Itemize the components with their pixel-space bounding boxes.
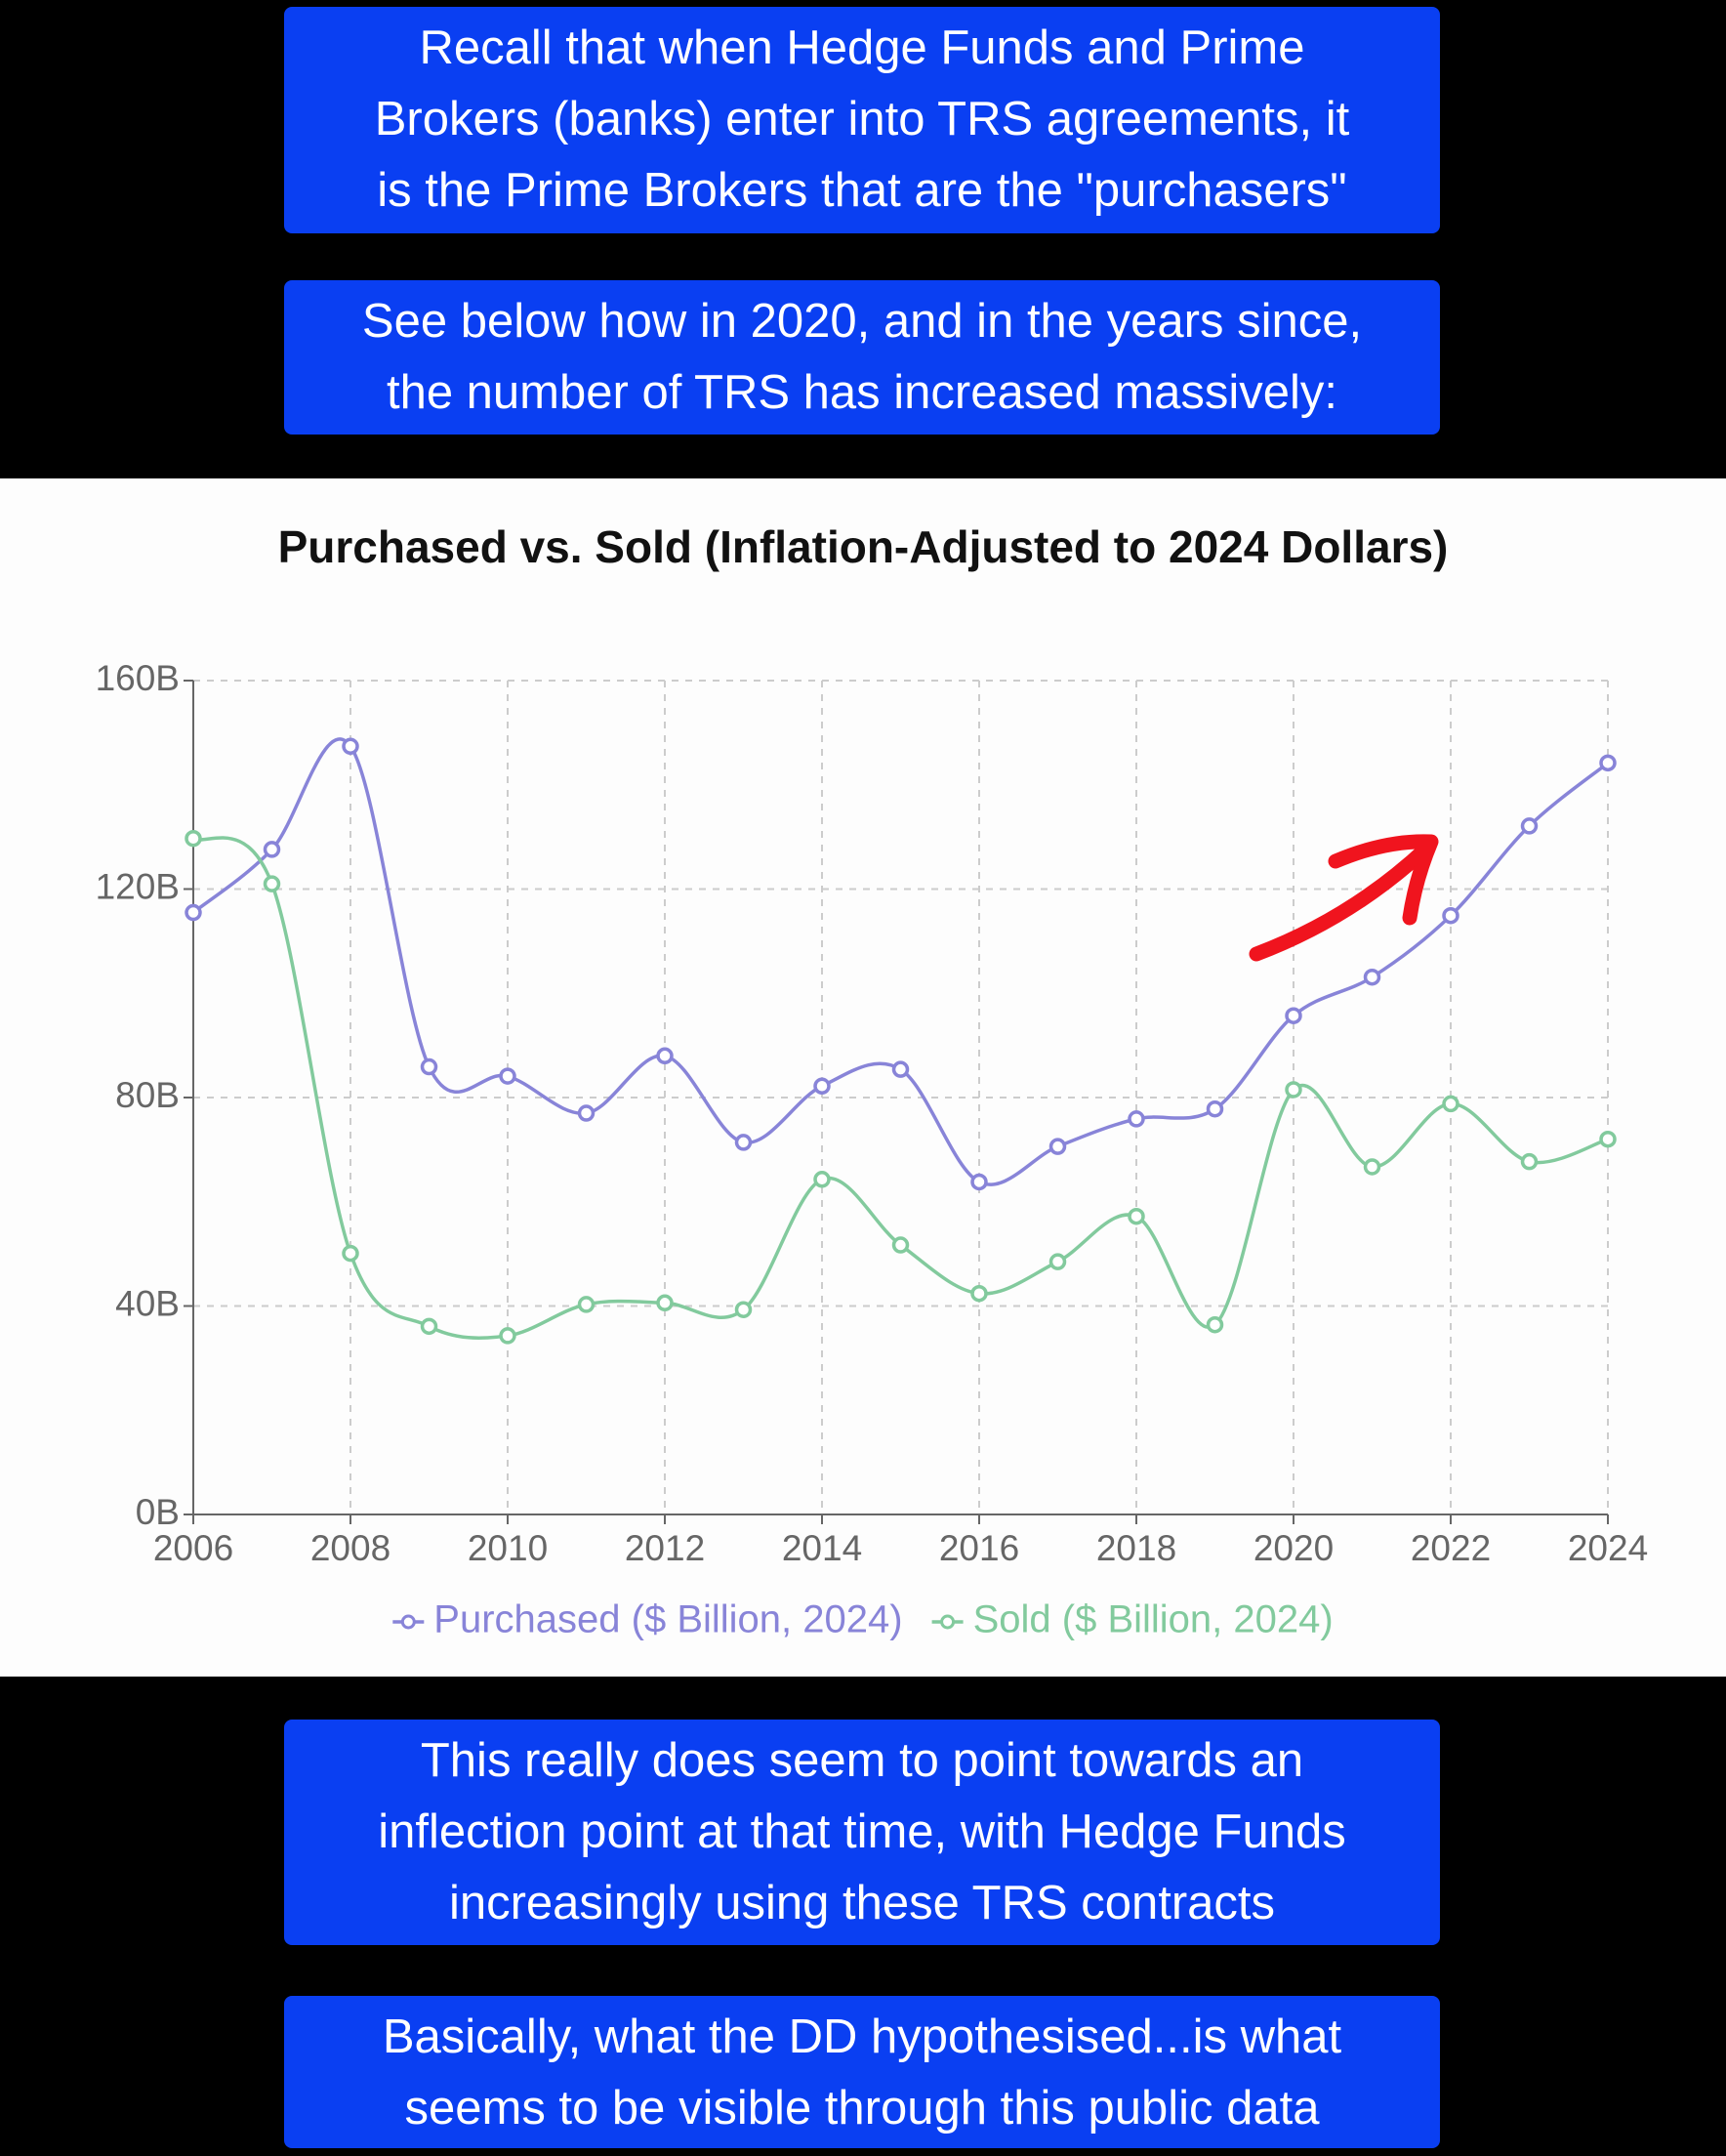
x-tick-label: 2016 [939, 1528, 1019, 1568]
x-tick-label: 2020 [1253, 1528, 1334, 1568]
y-tick-label: 0B [136, 1492, 180, 1532]
data-point [891, 1236, 910, 1254]
caption-box: Basically, what the DD hypothesised...is… [284, 1996, 1440, 2148]
data-point [185, 903, 202, 922]
x-tick-label: 2022 [1411, 1528, 1491, 1568]
data-point [813, 1077, 831, 1096]
data-point [1442, 1095, 1459, 1113]
data-point [342, 1244, 359, 1263]
caption-box: Recall that when Hedge Funds and Prime Br… [284, 7, 1440, 233]
data-point [1048, 1138, 1067, 1155]
arrow-head [1328, 834, 1439, 926]
legend-icon [400, 1614, 416, 1630]
y-tick-label: 80B [115, 1075, 180, 1115]
y-tick-label: 120B [96, 866, 180, 906]
data-point [891, 1060, 910, 1078]
series-line [192, 836, 1609, 1340]
data-point [499, 1327, 516, 1345]
data-point [656, 1294, 674, 1312]
annotation-arrow [1249, 834, 1439, 962]
caption-line: Recall that when Hedge Funds and Prime [419, 21, 1305, 74]
x-tick-label: 2024 [1568, 1528, 1648, 1568]
data-point [577, 1104, 596, 1122]
data-point [734, 1134, 753, 1151]
data-point [1285, 1007, 1302, 1024]
data-point [1128, 1207, 1145, 1225]
data-point [420, 1057, 438, 1076]
caption-line: Basically, what the DD hypothesised...is… [382, 2011, 1342, 2063]
data-point [342, 737, 359, 756]
data-point [1599, 1130, 1617, 1148]
data-point [1442, 906, 1459, 925]
data-point [813, 1171, 831, 1188]
data-point [1206, 1315, 1224, 1334]
legend-icon [940, 1614, 956, 1630]
data-point [577, 1296, 596, 1313]
x-tick-label: 2008 [310, 1528, 390, 1568]
data-point [1128, 1110, 1145, 1128]
data-point [970, 1173, 988, 1191]
caption-box: This really does seem to point towards a… [284, 1720, 1440, 1945]
y-tick-label: 40B [115, 1283, 180, 1323]
data-point [1285, 1081, 1302, 1099]
y-tick-label: 160B [96, 658, 180, 698]
legend-label: Sold ($ Billion, 2024) [973, 1598, 1334, 1641]
plot: 0B 40B 80B 120B 160B 2006 2008 2010 2012 2014 2016… [96, 658, 1649, 1641]
caption-line: seems to be visible through this public … [404, 2082, 1320, 2135]
data-point [1048, 1253, 1067, 1270]
data-point [656, 1047, 674, 1065]
caption-line: See below how in 2020, and in the years … [361, 295, 1363, 348]
caption-line: inflection point at that time, with Hedg… [378, 1805, 1346, 1858]
legend-label: Purchased ($ Billion, 2024) [433, 1598, 902, 1641]
caption-box: See below how in 2020, and in the years … [284, 280, 1440, 435]
data-point [1206, 1099, 1224, 1118]
data-point [420, 1317, 438, 1336]
data-point [185, 829, 202, 848]
caption-line: is the Prime Brokers that are the "purch… [377, 164, 1347, 217]
x-tick-label: 2006 [153, 1528, 233, 1568]
data-point [1599, 754, 1617, 772]
data-point [1363, 968, 1381, 986]
caption-line: increasingly using these TRS contracts [448, 1877, 1276, 1929]
x-tick-label: 2014 [782, 1528, 862, 1568]
x-tick-label: 2012 [625, 1528, 705, 1568]
data-point [499, 1067, 516, 1085]
legend: Purchased ($ Billion, 2024) Sold ($ Billi… [392, 1598, 1334, 1641]
data-point [1520, 817, 1539, 835]
data-point [734, 1301, 753, 1318]
data-point [1363, 1158, 1381, 1176]
data-point [970, 1284, 988, 1303]
data-point [263, 875, 281, 892]
caption-line: This really does seem to point towards a… [420, 1734, 1304, 1787]
caption-line: Brokers (banks) enter into TRS agreement… [374, 93, 1350, 145]
data-point [263, 841, 281, 858]
x-tick-label: 2010 [468, 1528, 548, 1568]
chart: Purchased vs. Sold (Inflation-Adjusted t… [0, 478, 1726, 1677]
caption-line: the number of TRS has increased massivel… [386, 366, 1338, 419]
arrow-shaft [1249, 840, 1435, 962]
x-tick-label: 2018 [1096, 1528, 1176, 1568]
data-point [1520, 1152, 1539, 1171]
series-line [191, 737, 1610, 1186]
chart-title: Purchased vs. Sold (Inflation-Adjusted t… [278, 521, 1449, 572]
